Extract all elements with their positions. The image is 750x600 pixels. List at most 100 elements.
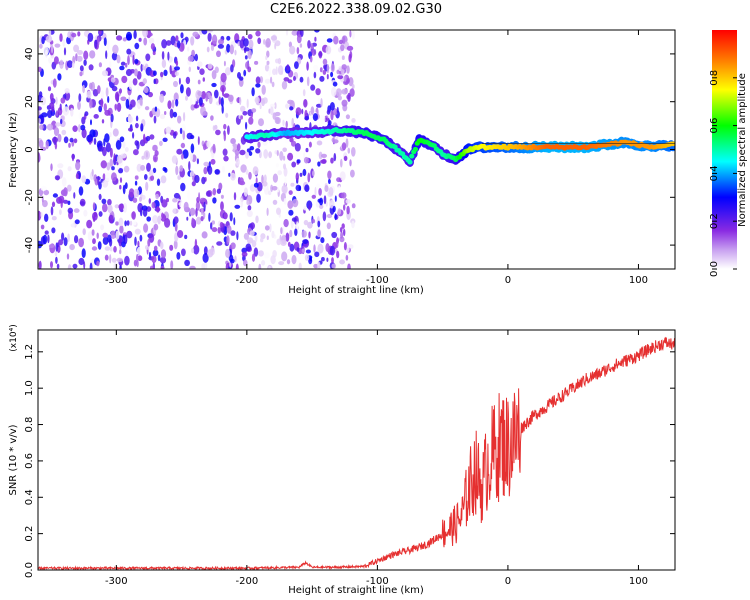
noise-blob — [71, 61, 75, 69]
noise-blob — [42, 234, 48, 245]
noise-blob — [249, 184, 256, 192]
noise-blob — [322, 69, 327, 75]
noise-blob — [280, 240, 287, 246]
noise-blob — [98, 30, 102, 35]
noise-blob — [307, 221, 313, 229]
noise-blob — [141, 155, 145, 160]
noise-blob — [287, 200, 294, 209]
noise-blob — [149, 134, 155, 140]
noise-blob — [313, 64, 319, 72]
noise-blob — [266, 60, 270, 65]
noise-blob — [272, 173, 278, 183]
noise-blob — [100, 98, 104, 108]
noise-blob — [78, 112, 83, 120]
noise-blob — [274, 102, 277, 110]
noise-blob — [124, 255, 130, 266]
noise-blob — [299, 172, 303, 177]
noise-blob — [94, 39, 98, 49]
x-tick-label: -300 — [105, 275, 128, 286]
noise-blob — [83, 50, 89, 60]
noise-blob — [247, 49, 252, 60]
noise-blob — [136, 253, 139, 263]
noise-blob — [247, 66, 252, 73]
chart-title: C2E6.2022.338.09.02.G30 — [269, 2, 443, 17]
noise-blob — [251, 253, 256, 262]
noise-blob — [266, 50, 270, 58]
noise-blob — [45, 140, 49, 150]
x-tick-label: 100 — [629, 275, 648, 286]
noise-blob — [153, 78, 156, 84]
noise-blob — [263, 39, 266, 45]
noise-blob — [113, 246, 117, 253]
noise-blob — [122, 184, 126, 195]
noise-blob — [313, 263, 319, 269]
noise-blob — [312, 113, 318, 122]
noise-blob — [58, 239, 64, 246]
noise-blob — [111, 52, 118, 61]
noise-blob — [98, 145, 104, 152]
noise-blob — [210, 222, 213, 230]
noise-blob — [167, 100, 172, 110]
noise-blob — [197, 136, 200, 146]
noise-blob — [258, 263, 262, 269]
noise-blob — [180, 142, 186, 149]
noise-blob — [249, 146, 255, 151]
noise-blob — [218, 182, 223, 191]
noise-blob — [281, 184, 288, 194]
ridge-point — [409, 153, 415, 159]
noise-blob — [253, 182, 259, 188]
noise-blob — [153, 245, 158, 252]
noise-blob — [71, 32, 77, 38]
noise-blob — [350, 169, 355, 178]
noise-blob — [87, 32, 94, 43]
noise-blob — [349, 88, 355, 97]
noise-blob — [228, 94, 234, 103]
noise-blob — [216, 188, 221, 194]
y-tick-label: 1.2 — [24, 344, 35, 360]
noise-blob — [253, 247, 259, 257]
noise-blob — [285, 120, 288, 129]
noise-blob — [326, 213, 333, 219]
noise-blob — [140, 164, 146, 171]
noise-blob — [347, 147, 351, 154]
noise-blob — [248, 171, 252, 180]
x-tick-label: 0 — [505, 576, 511, 587]
noise-blob — [109, 147, 113, 158]
noise-blob — [91, 246, 98, 251]
noise-blob — [255, 215, 259, 224]
noise-blob — [89, 50, 96, 59]
noise-blob — [100, 224, 105, 231]
noise-blob — [190, 143, 195, 154]
noise-blob — [130, 99, 136, 108]
noise-blob — [202, 252, 209, 263]
noise-blob — [270, 255, 276, 265]
noise-blob — [306, 76, 310, 87]
noise-blob — [102, 203, 108, 213]
noise-blob — [288, 209, 294, 216]
noise-blob — [176, 252, 181, 260]
noise-blob — [49, 93, 54, 101]
noise-blob — [89, 98, 93, 109]
noise-blob — [271, 186, 278, 191]
noise-blob — [239, 149, 246, 156]
noise-blob — [220, 201, 224, 211]
noise-blob — [160, 265, 165, 269]
noise-blob — [340, 44, 345, 52]
noise-blob — [80, 124, 86, 131]
noise-blob — [225, 67, 231, 76]
noise-blob — [38, 210, 42, 221]
noise-blob — [284, 139, 291, 144]
noise-blob — [325, 243, 330, 252]
noise-blob — [57, 163, 64, 169]
noise-blob — [173, 239, 178, 250]
y-tick-label: 1.0 — [24, 380, 35, 396]
noise-blob — [275, 66, 278, 76]
y-tick-label: 0 — [24, 146, 35, 152]
noise-blob — [105, 142, 111, 153]
noise-blob — [159, 140, 163, 147]
noise-blob — [345, 114, 350, 120]
noise-blob — [150, 43, 155, 50]
noise-blob — [166, 40, 172, 46]
noise-blob — [229, 258, 235, 264]
